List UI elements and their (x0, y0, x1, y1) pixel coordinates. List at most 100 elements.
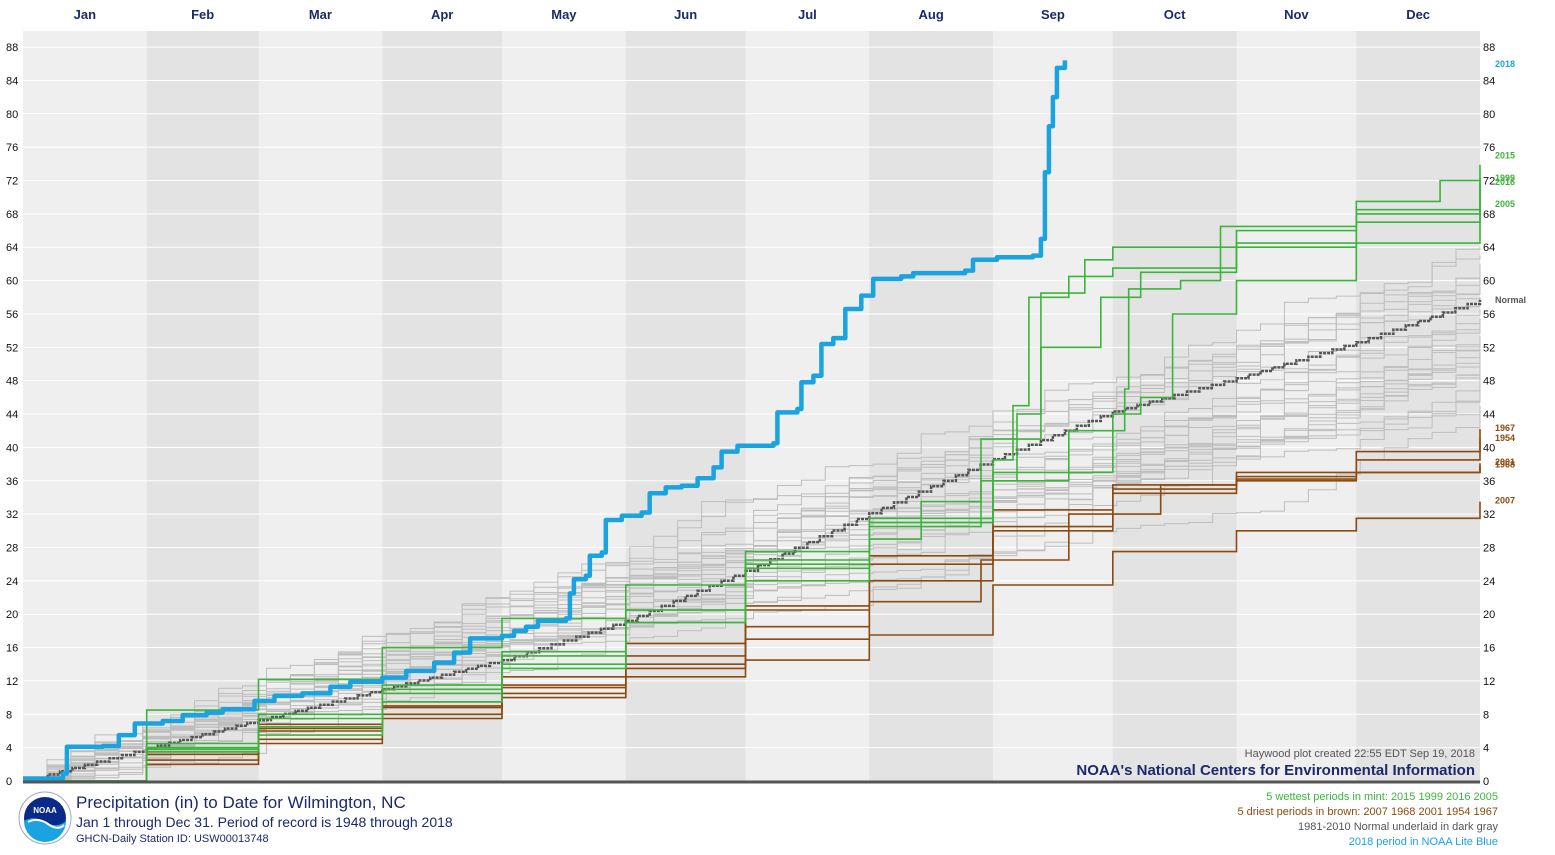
y-tick-label-right: 12 (1483, 676, 1495, 688)
y-tick-label-left: 76 (6, 142, 18, 154)
y-tick-label-right: 40 (1483, 442, 1495, 454)
end-label-2016: 2016 (1495, 177, 1515, 187)
y-tick-label-left: 32 (6, 509, 18, 521)
wettest-line-2005 (23, 203, 1481, 782)
y-tick-label-left: 4 (6, 743, 12, 755)
end-label-1999: 1999 (1495, 173, 1515, 183)
y-tick-label-left: 68 (6, 209, 18, 221)
month-label: Feb (191, 7, 214, 22)
legend: 5 wettest periods in mint: 2015 1999 201… (1237, 790, 1498, 850)
month-band (382, 31, 503, 781)
y-tick-label-left: 60 (6, 276, 18, 288)
month-label: Jul (798, 7, 817, 22)
y-tick-label-right: 36 (1483, 476, 1495, 488)
wettest-line-2003 (23, 184, 1481, 782)
other-years-series (23, 247, 1481, 782)
end-label-1967: 1967 (1495, 423, 1515, 433)
plot-area (23, 31, 1480, 781)
y-tick-label-left: 80 (6, 109, 18, 121)
legend-normal: 1981-2010 Normal underlaid in dark gray (1298, 821, 1498, 833)
y-tick-label-left: 40 (6, 442, 18, 454)
y-tick-label-right: 76 (1483, 142, 1495, 154)
y-tick-label-left: 84 (6, 75, 18, 87)
other-year-line (23, 293, 1481, 782)
end-label-1968: 1968 (1495, 460, 1515, 470)
wettest-series (23, 164, 1481, 782)
y-tick-label-right: 48 (1483, 376, 1495, 388)
month-band (146, 31, 259, 781)
y-tick-label-right: 80 (1483, 109, 1495, 121)
month-label: Jan (74, 7, 96, 22)
y-tick-label-right: 84 (1483, 75, 1495, 87)
y-tick-label-left: 0 (6, 776, 12, 788)
month-label: Aug (918, 7, 943, 22)
chart-subtitle: Jan 1 through Dec 31. Period of record i… (76, 814, 453, 830)
y-tick-label-left: 52 (6, 342, 18, 354)
other-year-line (23, 343, 1481, 782)
y-tick-label-right: 60 (1483, 276, 1495, 288)
y-tick-label-right: 56 (1483, 309, 1495, 321)
month-label: May (551, 7, 577, 22)
current-year-series (23, 60, 1068, 781)
month-label: Sep (1041, 7, 1065, 22)
month-label: Jun (674, 7, 697, 22)
y-tick-label-right: 44 (1483, 409, 1495, 421)
end-label-2015: 2015 (1495, 151, 1515, 161)
chart-title-block: Precipitation (in) to Date for Wilmingto… (76, 793, 453, 845)
month-band (1356, 31, 1480, 781)
y-tick-label-right: 0 (1483, 776, 1489, 788)
y-tick-label-left: 16 (6, 643, 18, 655)
noaa-logo-text: NOAA (33, 806, 57, 815)
y-tick-label-right: 8 (1483, 709, 1489, 721)
legend-current: 2018 period in NOAA Lite Blue (1348, 836, 1498, 848)
wettest-line-2016 (23, 182, 1481, 782)
y-tick-label-right: 32 (1483, 509, 1495, 521)
end-label-2001: 2001 (1495, 457, 1515, 467)
y-tick-label-left: 64 (6, 242, 18, 254)
noaa-logo: NOAA (18, 791, 72, 845)
month-label: Nov (1284, 7, 1309, 22)
y-tick-label-left: 12 (6, 676, 18, 688)
other-year-line (23, 405, 1481, 782)
y-tick-label-right: 52 (1483, 342, 1495, 354)
y-tick-label-left: 88 (6, 42, 18, 54)
end-label-2007: 2007 (1495, 496, 1515, 506)
current-year-line (23, 60, 1068, 781)
chart-title: Precipitation (in) to Date for Wilmingto… (76, 793, 406, 812)
other-year-line (23, 318, 1481, 782)
y-tick-label-left: 8 (6, 709, 12, 721)
y-tick-label-right: 28 (1483, 542, 1495, 554)
plot-credit: Haywood plot created 22:55 EDT Sep 19, 2… (1244, 748, 1475, 760)
y-tick-label-left: 28 (6, 542, 18, 554)
y-tick-label-right: 16 (1483, 643, 1495, 655)
month-label: Apr (431, 7, 453, 22)
month-band (869, 31, 994, 781)
y-tick-label-left: 72 (6, 176, 18, 188)
y-tick-label-left: 36 (6, 476, 18, 488)
y-tick-label-right: 88 (1483, 42, 1495, 54)
station-id: GHCN-Daily Station ID: USW00013748 (76, 833, 269, 845)
end-label-normal: Normal (1495, 295, 1526, 305)
legend-driest: 5 driest periods in brown: 2007 1968 200… (1237, 806, 1498, 818)
month-label: Dec (1406, 7, 1430, 22)
y-tick-label-right: 4 (1483, 743, 1489, 755)
y-tick-label-left: 44 (6, 409, 18, 421)
organization-name: NOAA's National Centers for Environmenta… (1076, 762, 1475, 779)
month-label: Mar (309, 7, 332, 22)
plot-background (23, 31, 1480, 781)
end-label-2005: 2005 (1495, 199, 1515, 209)
y-tick-label-left: 56 (6, 309, 18, 321)
y-tick-label-right: 68 (1483, 209, 1495, 221)
y-tick-label-left: 20 (6, 609, 18, 621)
legend-wettest: 5 wettest periods in mint: 2015 1999 201… (1266, 791, 1498, 803)
other-year-line (23, 284, 1481, 782)
y-tick-label-right: 72 (1483, 176, 1495, 188)
y-tick-label-right: 64 (1483, 242, 1495, 254)
month-label: Oct (1164, 7, 1186, 22)
end-label-2018: 2018 (1495, 59, 1515, 69)
y-tick-label-left: 48 (6, 376, 18, 388)
y-tick-label-right: 20 (1483, 609, 1495, 621)
